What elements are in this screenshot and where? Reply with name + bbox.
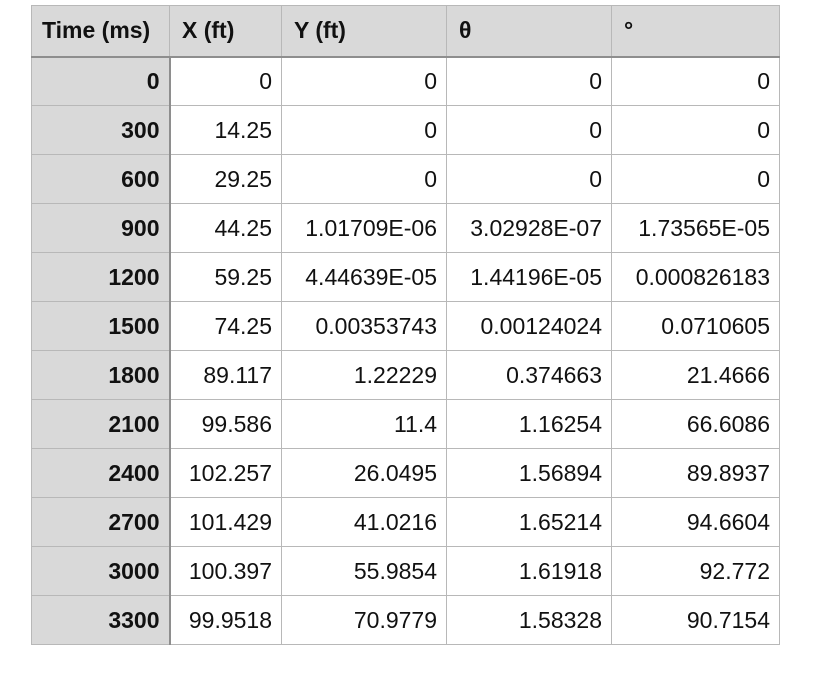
theta-cell[interactable]: 0 <box>446 154 612 204</box>
x-cell[interactable]: 99.9518 <box>169 595 282 645</box>
time-cell[interactable]: 900 <box>31 203 171 253</box>
column-header-x[interactable]: X (ft) <box>169 5 282 58</box>
y-cell[interactable]: 70.9779 <box>281 595 447 645</box>
y-cell[interactable]: 0 <box>281 56 447 106</box>
header-row: Time (ms) X (ft) Y (ft) θ ° <box>31 5 780 58</box>
table-row: 1800 89.117 1.22229 0.374663 21.4666 <box>31 350 780 400</box>
degrees-cell[interactable]: 0 <box>611 105 780 155</box>
x-cell[interactable]: 59.25 <box>169 252 282 302</box>
y-cell[interactable]: 55.9854 <box>281 546 447 596</box>
time-cell[interactable]: 300 <box>31 105 171 155</box>
theta-cell[interactable]: 0.374663 <box>446 350 612 400</box>
time-cell[interactable]: 3300 <box>31 595 171 645</box>
x-cell[interactable]: 101.429 <box>169 497 282 547</box>
degrees-cell[interactable]: 94.6604 <box>611 497 780 547</box>
y-cell[interactable]: 1.01709E-06 <box>281 203 447 253</box>
y-cell[interactable]: 4.44639E-05 <box>281 252 447 302</box>
x-cell[interactable]: 0 <box>169 56 282 106</box>
data-table: Time (ms) X (ft) Y (ft) θ ° 0 0 0 0 0 300 14.2… <box>31 5 780 645</box>
table-row: 300 14.25 0 0 0 <box>31 105 780 155</box>
column-header-degrees[interactable]: ° <box>611 5 780 58</box>
x-cell[interactable]: 14.25 <box>169 105 282 155</box>
y-cell[interactable]: 0.00353743 <box>281 301 447 351</box>
theta-cell[interactable]: 1.61918 <box>446 546 612 596</box>
theta-cell[interactable]: 0.00124024 <box>446 301 612 351</box>
table-row: 2700 101.429 41.0216 1.65214 94.6604 <box>31 497 780 547</box>
time-cell[interactable]: 2100 <box>31 399 171 449</box>
table-row: 600 29.25 0 0 0 <box>31 154 780 204</box>
x-cell[interactable]: 99.586 <box>169 399 282 449</box>
x-cell[interactable]: 29.25 <box>169 154 282 204</box>
time-cell[interactable]: 3000 <box>31 546 171 596</box>
degrees-cell[interactable]: 66.6086 <box>611 399 780 449</box>
time-cell[interactable]: 0 <box>31 56 171 106</box>
theta-cell[interactable]: 1.16254 <box>446 399 612 449</box>
table-row: 3000 100.397 55.9854 1.61918 92.772 <box>31 546 780 596</box>
degrees-cell[interactable]: 0 <box>611 154 780 204</box>
y-cell[interactable]: 41.0216 <box>281 497 447 547</box>
time-cell[interactable]: 1200 <box>31 252 171 302</box>
y-cell[interactable]: 0 <box>281 154 447 204</box>
degrees-cell[interactable]: 92.772 <box>611 546 780 596</box>
degrees-cell[interactable]: 89.8937 <box>611 448 780 498</box>
theta-cell[interactable]: 0 <box>446 56 612 106</box>
time-cell[interactable]: 1800 <box>31 350 171 400</box>
x-cell[interactable]: 102.257 <box>169 448 282 498</box>
time-cell[interactable]: 2400 <box>31 448 171 498</box>
theta-cell[interactable]: 0 <box>446 105 612 155</box>
table-row: 3300 99.9518 70.9779 1.58328 90.7154 <box>31 595 780 645</box>
x-cell[interactable]: 89.117 <box>169 350 282 400</box>
x-cell[interactable]: 100.397 <box>169 546 282 596</box>
table-row: 2100 99.586 11.4 1.16254 66.6086 <box>31 399 780 449</box>
spreadsheet-table-container: Time (ms) X (ft) Y (ft) θ ° 0 0 0 0 0 300 14.2… <box>31 5 780 645</box>
table-row: 2400 102.257 26.0495 1.56894 89.8937 <box>31 448 780 498</box>
y-cell[interactable]: 0 <box>281 105 447 155</box>
table-body: 0 0 0 0 0 300 14.25 0 0 0 600 29.25 0 0 0 900 44.25 1.017… <box>31 56 780 645</box>
table-row: 1500 74.25 0.00353743 0.00124024 0.0710605 <box>31 301 780 351</box>
degrees-cell[interactable]: 0 <box>611 56 780 106</box>
degrees-cell[interactable]: 0.000826183 <box>611 252 780 302</box>
table-row: 1200 59.25 4.44639E-05 1.44196E-05 0.0008261… <box>31 252 780 302</box>
time-cell[interactable]: 1500 <box>31 301 171 351</box>
table-row: 900 44.25 1.01709E-06 3.02928E-07 1.73565E-0… <box>31 203 780 253</box>
theta-cell[interactable]: 1.65214 <box>446 497 612 547</box>
time-cell[interactable]: 600 <box>31 154 171 204</box>
column-header-y[interactable]: Y (ft) <box>281 5 447 58</box>
degrees-cell[interactable]: 21.4666 <box>611 350 780 400</box>
y-cell[interactable]: 26.0495 <box>281 448 447 498</box>
time-cell[interactable]: 2700 <box>31 497 171 547</box>
degrees-cell[interactable]: 0.0710605 <box>611 301 780 351</box>
column-header-theta[interactable]: θ <box>446 5 612 58</box>
theta-cell[interactable]: 1.56894 <box>446 448 612 498</box>
y-cell[interactable]: 1.22229 <box>281 350 447 400</box>
x-cell[interactable]: 74.25 <box>169 301 282 351</box>
column-header-time[interactable]: Time (ms) <box>31 5 170 58</box>
theta-cell[interactable]: 3.02928E-07 <box>446 203 612 253</box>
theta-cell[interactable]: 1.44196E-05 <box>446 252 612 302</box>
y-cell[interactable]: 11.4 <box>281 399 447 449</box>
theta-cell[interactable]: 1.58328 <box>446 595 612 645</box>
degrees-cell[interactable]: 90.7154 <box>611 595 780 645</box>
degrees-cell[interactable]: 1.73565E-05 <box>611 203 780 253</box>
x-cell[interactable]: 44.25 <box>169 203 282 253</box>
table-header: Time (ms) X (ft) Y (ft) θ ° <box>31 5 780 58</box>
